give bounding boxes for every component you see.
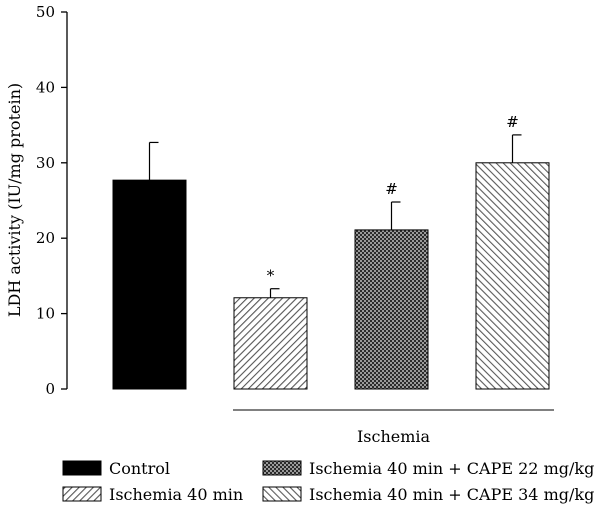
legend-swatch-2 [62,486,102,502]
annotation-2: * [267,267,275,285]
legend-swatch-1 [62,460,102,476]
y-tick-label-30: 30 [36,154,55,172]
bar-1 [112,179,187,390]
bar-4 [475,162,550,390]
y-ticks: 0 10 20 30 40 50 [36,3,67,398]
bar-annotations: * # # [267,113,519,285]
annotation-4: # [506,113,519,131]
y-tick-label-0: 0 [45,380,55,398]
bar-3 [354,229,429,390]
y-tick-label-20: 20 [36,229,55,247]
ischemia-group-bracket: Ischemia [233,409,554,446]
legend: Control Ischemia 40 min Ischemia 40 min + … [62,459,594,504]
legend-label-1: Control [109,459,170,478]
legend-label-3: Ischemia 40 min + CAPE 22 mg/kg [309,459,594,478]
legend-swatch-4 [262,486,302,502]
y-tick-label-50: 50 [36,3,55,21]
annotation-3: # [385,180,398,198]
legend-label-4: Ischemia 40 min + CAPE 34 mg/kg [309,485,594,504]
ischemia-bracket-label: Ischemia [357,427,431,446]
y-tick-label-40: 40 [36,78,55,96]
bars [112,134,550,390]
y-tick-label-10: 10 [36,305,55,323]
y-axis-title: LDH activity (IU/mg protein) [5,83,24,317]
legend-label-2: Ischemia 40 min [109,485,243,504]
axes: 0 10 20 30 40 50 LDH activity (IU/mg protein) [5,3,68,398]
legend-swatch-3 [262,460,302,476]
bar-2 [233,297,308,390]
